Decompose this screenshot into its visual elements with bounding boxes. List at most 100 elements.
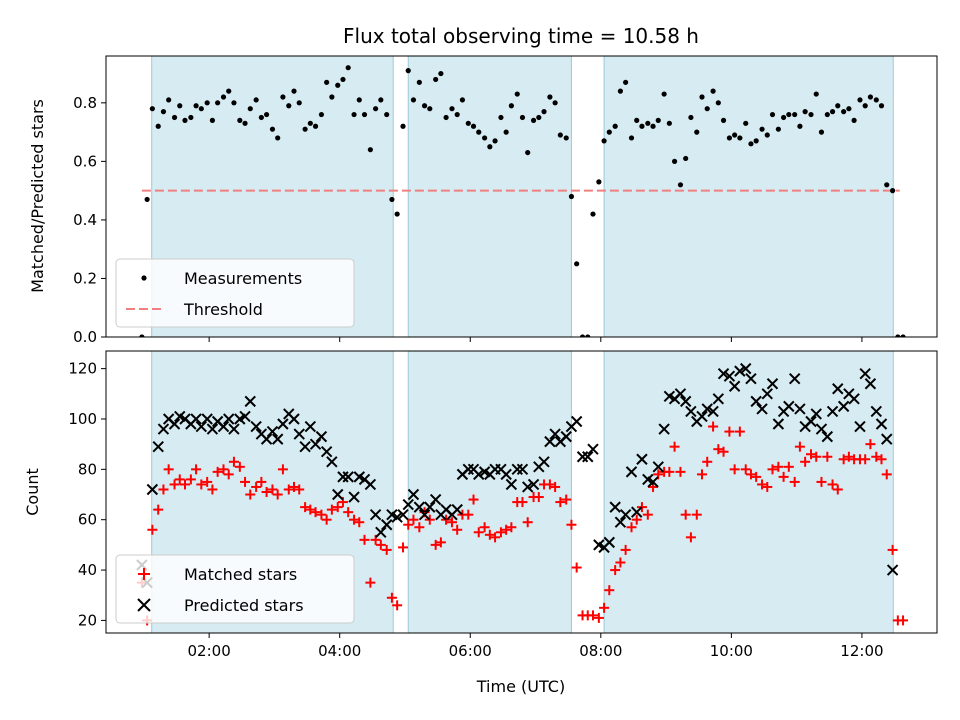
predicted-star-point [239, 410, 251, 423]
matched-star-point [272, 489, 283, 500]
x-diag-b [805, 415, 817, 428]
x-diag-b [375, 526, 387, 538]
predicted-star-point [348, 491, 360, 503]
x-diag-b [516, 463, 529, 476]
legend: Matched stars Predicted stars [115, 554, 355, 624]
matched-star-point [708, 421, 719, 432]
x-diag-b [342, 471, 354, 483]
measurement-point [144, 196, 150, 203]
matched-star-point [354, 517, 365, 528]
measurement-point [356, 97, 362, 103]
x-diag-b [157, 423, 170, 435]
measurement-point [231, 100, 237, 106]
matched-star-point [713, 444, 724, 455]
measurement-point [492, 138, 498, 144]
measurement-point [470, 123, 477, 129]
x-diag-b [619, 508, 632, 521]
matched-star-point [827, 479, 838, 490]
measurement-point [661, 91, 667, 97]
legend-box [115, 554, 355, 624]
measurement-point [623, 79, 629, 85]
predicted-star-point [299, 440, 311, 453]
measurement-point [367, 147, 373, 153]
x-diag-b [380, 519, 393, 531]
predicted-star-point [576, 451, 589, 463]
chart-title: Flux total observing time = 10.58 h [343, 24, 699, 48]
x-diag-b [593, 539, 605, 551]
measurement-point [166, 97, 172, 103]
measurement-point [177, 103, 183, 109]
matched-star-point [636, 502, 647, 513]
x-diag-b [337, 471, 349, 483]
matched-star-point [223, 469, 234, 480]
y-tick-label: 60 [78, 511, 97, 529]
x-diag-b [228, 423, 240, 435]
x-diag-b [418, 508, 431, 521]
predicted-star-point [271, 433, 284, 445]
x-diag-b [636, 453, 648, 465]
predicted-star-point [309, 438, 322, 450]
measurement-point [416, 79, 422, 85]
predicted-star-point [206, 423, 219, 435]
predicted-star-point [701, 403, 713, 415]
legend-entry-label: Predicted stars [184, 596, 304, 615]
x-diag-b [332, 488, 344, 501]
predicted-star-point [826, 405, 839, 418]
x-diag-b [299, 440, 311, 453]
measurement-point [585, 334, 591, 337]
measurement-point [302, 126, 308, 132]
matched-star-point [734, 426, 745, 437]
measurement-point [710, 88, 716, 94]
x-diag-b [527, 478, 540, 491]
x-diag-b [293, 428, 305, 440]
x-diag-b [397, 508, 409, 521]
x-diag-b [195, 420, 208, 433]
matched-star-point [463, 509, 474, 520]
matched-star-point [256, 476, 267, 487]
measurement-point [384, 111, 390, 118]
x-diag-b [647, 476, 659, 488]
x-diag-b [614, 516, 627, 528]
measurement-point [258, 114, 264, 121]
measurement-point [639, 123, 645, 129]
x-diag-b [467, 463, 480, 476]
predicted-star-point [462, 463, 475, 476]
x-diag-b [369, 508, 382, 521]
matched-star-point [702, 456, 713, 467]
matched-star-point [359, 534, 370, 545]
matched-star-point [822, 451, 833, 462]
x-diag-b [815, 423, 828, 435]
measurement-point [563, 135, 569, 141]
matched-star-point [300, 502, 311, 513]
x-tick-label: 02:00 [188, 642, 231, 660]
x-diag-b [495, 463, 507, 476]
matched-star-point [163, 464, 174, 475]
measurement-point [596, 179, 602, 185]
y-tick-label: 0.8 [73, 94, 97, 112]
predicted-star-point [397, 508, 409, 521]
matched-star-point [696, 469, 707, 480]
x-diag-b [174, 410, 186, 423]
predicted-star-point [288, 413, 300, 425]
x-diag-b [152, 440, 164, 453]
x-diag-b [244, 395, 256, 408]
measurement-point [552, 100, 558, 106]
matched-star-point [816, 476, 827, 487]
matched-star-point [261, 487, 272, 497]
measurement-point [242, 120, 248, 126]
matched-star-point [251, 481, 262, 492]
x-diag-b [407, 488, 420, 501]
x-diag-b [206, 423, 219, 435]
measurement-point [280, 94, 286, 100]
matched-star-point [762, 481, 773, 492]
measurement-point [226, 88, 232, 94]
measurement-point [704, 106, 710, 112]
measurement-point [373, 106, 379, 112]
measurement-point [220, 94, 227, 100]
measurement-point [329, 94, 335, 100]
plot-area [136, 362, 909, 626]
predicted-star-point [815, 423, 828, 435]
x-diag-b [756, 403, 768, 415]
measurement-point [574, 261, 580, 267]
matched-star-point [191, 464, 202, 475]
